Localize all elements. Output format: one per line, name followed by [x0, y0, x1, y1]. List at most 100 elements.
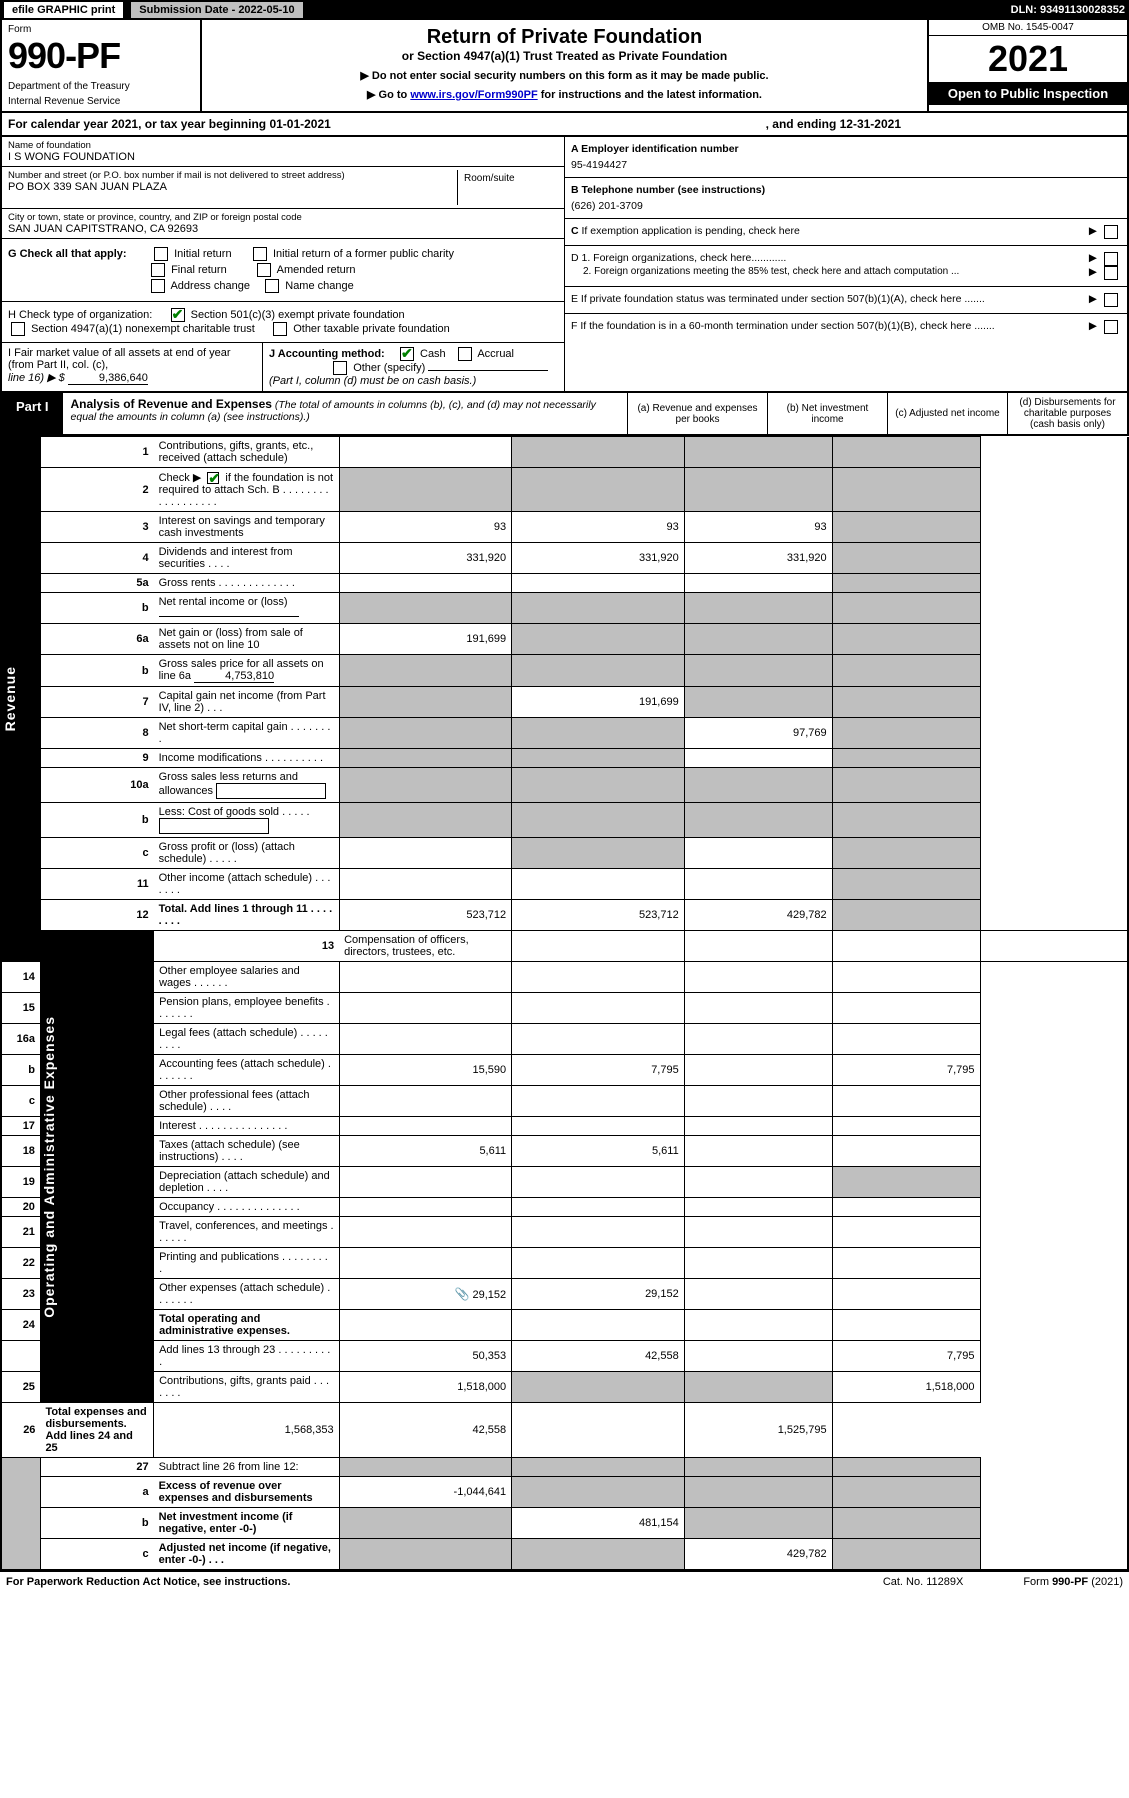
g-opt-0: Initial return — [174, 248, 231, 260]
form990pf-link[interactable]: www.irs.gov/Form990PF — [410, 89, 537, 101]
h-4947-checkbox[interactable] — [11, 322, 25, 336]
a-value: 95-4194427 — [571, 159, 1121, 171]
expenses-side: Operating and Administrative Expenses — [40, 931, 153, 1403]
j-accrual-checkbox[interactable] — [458, 347, 472, 361]
j-cash: Cash — [420, 348, 446, 360]
f-cell: F If the foundation is in a 60-month ter… — [565, 314, 1127, 340]
part1-title: Analysis of Revenue and Expenses — [71, 397, 272, 411]
row-25: 25Contributions, gifts, grants paid . . … — [1, 1372, 1128, 1403]
inst2-pre: ▶ Go to — [367, 89, 410, 101]
g-address-checkbox[interactable] — [151, 279, 165, 293]
schb-checkbox[interactable] — [207, 472, 219, 484]
row-7: 7Capital gain net income (from Part IV, … — [1, 687, 1128, 718]
i-line: line 16) ▶ $ — [8, 372, 65, 384]
j-accrual: Accrual — [477, 348, 514, 360]
inst2-post: for instructions and the latest informat… — [538, 89, 762, 101]
a-ein-cell: A Employer identification number 95-4194… — [565, 137, 1127, 178]
row-13: Operating and Administrative Expenses 13… — [1, 931, 1128, 962]
j-label: J Accounting method: — [269, 348, 385, 360]
h-opt3: Other taxable private foundation — [293, 323, 450, 335]
row-10b: bLess: Cost of goods sold . . . . . — [1, 803, 1128, 838]
row-27b: bNet investment income (if negative, ent… — [1, 1508, 1128, 1539]
g-amended-checkbox[interactable] — [257, 263, 271, 277]
g-opt-1: Initial return of a former public charit… — [273, 248, 454, 260]
e-cell: E If private foundation status was termi… — [565, 287, 1127, 314]
row-5b: bNet rental income or (loss) — [1, 593, 1128, 624]
col-c-head: (c) Adjusted net income — [887, 393, 1007, 434]
row-16b: bAccounting fees (attach schedule) . . .… — [1, 1055, 1128, 1086]
a-label: A Employer identification number — [571, 143, 1121, 155]
c-checkbox[interactable] — [1104, 225, 1118, 239]
j-other-checkbox[interactable] — [333, 361, 347, 375]
i-value: 9,386,640 — [68, 372, 148, 385]
pra-notice: For Paperwork Reduction Act Notice, see … — [6, 1576, 290, 1588]
info-grid: Name of foundation I S WONG FOUNDATION N… — [0, 137, 1129, 393]
g-opt-5: Name change — [285, 280, 354, 292]
b-label: B Telephone number (see instructions) — [571, 184, 1121, 196]
revenue-side: Revenue — [1, 437, 40, 962]
dept-treasury: Department of the Treasury — [8, 81, 194, 92]
g-opt-2: Final return — [171, 264, 227, 276]
row-16a: 16aLegal fees (attach schedule) . . . . … — [1, 1024, 1128, 1055]
city-cell: City or town, state or province, country… — [2, 209, 564, 239]
open-public: Open to Public Inspection — [929, 82, 1127, 105]
part1-desc: Analysis of Revenue and Expenses (The to… — [63, 393, 627, 434]
address-row: Number and street (or P.O. box number if… — [2, 167, 564, 209]
f-checkbox[interactable] — [1104, 320, 1118, 334]
d2-checkbox[interactable] — [1104, 266, 1118, 280]
info-right: A Employer identification number 95-4194… — [564, 137, 1127, 391]
row-2: 2 Check ▶ if the foundation is not requi… — [1, 468, 1128, 512]
d2-label: 2. Foreign organizations meeting the 85%… — [583, 266, 959, 280]
c-label-text: If exemption application is pending, che… — [582, 225, 800, 237]
row-6b: bGross sales price for all assets on lin… — [1, 655, 1128, 687]
h-other-checkbox[interactable] — [273, 322, 287, 336]
irs-label: Internal Revenue Service — [8, 96, 194, 107]
row-10c: cGross profit or (loss) (attach schedule… — [1, 838, 1128, 869]
page-footer: For Paperwork Reduction Act Notice, see … — [0, 1571, 1129, 1592]
form-title: Return of Private Foundation — [208, 26, 921, 49]
form-inst2: ▶ Go to www.irs.gov/Form990PF for instru… — [208, 88, 921, 101]
form-subtitle: or Section 4947(a)(1) Trust Treated as P… — [208, 49, 921, 63]
h-opt1: Section 501(c)(3) exempt private foundat… — [191, 309, 405, 321]
row-24: 24Total operating and administrative exp… — [1, 1310, 1128, 1341]
addr-value: PO BOX 339 SAN JUAN PLAZA — [8, 181, 457, 193]
g-name-checkbox[interactable] — [265, 279, 279, 293]
row-15: 15Pension plans, employee benefits . . .… — [1, 993, 1128, 1024]
row-16c: cOther professional fees (attach schedul… — [1, 1086, 1128, 1117]
part1-table: Revenue 1Contributions, gifts, grants, e… — [0, 436, 1129, 1571]
row-19: 19Depreciation (attach schedule) and dep… — [1, 1167, 1128, 1198]
attachment-icon[interactable]: 📎 — [454, 1287, 469, 1301]
row-14: 14Other employee salaries and wages . . … — [1, 962, 1128, 993]
row-17: 17Interest . . . . . . . . . . . . . . . — [1, 1117, 1128, 1136]
e-checkbox[interactable] — [1104, 293, 1118, 307]
j-other: Other (specify) — [353, 362, 425, 374]
cal-year-text: For calendar year 2021, or tax year begi… — [8, 117, 331, 131]
form-inst1: ▶ Do not enter social security numbers o… — [208, 69, 921, 82]
col-d-head: (d) Disbursements for charitable purpose… — [1007, 393, 1127, 434]
h-opt2: Section 4947(a)(1) nonexempt charitable … — [31, 323, 255, 335]
row-21: 21Travel, conferences, and meetings . . … — [1, 1217, 1128, 1248]
g-initial-public-checkbox[interactable] — [253, 247, 267, 261]
row-8: 8Net short-term capital gain . . . . . .… — [1, 718, 1128, 749]
submission-date: Submission Date - 2022-05-10 — [131, 2, 302, 18]
part1-header: Part I Analysis of Revenue and Expenses … — [0, 393, 1129, 436]
form-left: Form 990-PF Department of the Treasury I… — [2, 20, 202, 111]
i-j-row: I Fair market value of all assets at end… — [2, 343, 564, 391]
h-501c3-checkbox[interactable] — [171, 308, 185, 322]
row-10a: 10aGross sales less returns and allowanc… — [1, 768, 1128, 803]
g-initial-checkbox[interactable] — [154, 247, 168, 261]
g-final-checkbox[interactable] — [151, 263, 165, 277]
row-23: 23Other expenses (attach schedule) . . .… — [1, 1279, 1128, 1310]
efile-button[interactable]: efile GRAPHIC print — [4, 2, 123, 18]
d1-checkbox[interactable] — [1104, 252, 1118, 266]
row-22: 22Printing and publications . . . . . . … — [1, 1248, 1128, 1279]
row-24b: Add lines 13 through 23 . . . . . . . . … — [1, 1341, 1128, 1372]
g-opt-4: Address change — [170, 280, 250, 292]
addr-label: Number and street (or P.O. box number if… — [8, 170, 457, 181]
col-b-head: (b) Net investment income — [767, 393, 887, 434]
part1-label: Part I — [2, 393, 63, 434]
j-cash-checkbox[interactable] — [400, 347, 414, 361]
form-ref: Form 990-PF (2021) — [1023, 1576, 1123, 1588]
form-right: OMB No. 1545-0047 2021 Open to Public In… — [927, 20, 1127, 111]
foundation-name-cell: Name of foundation I S WONG FOUNDATION — [2, 137, 564, 167]
